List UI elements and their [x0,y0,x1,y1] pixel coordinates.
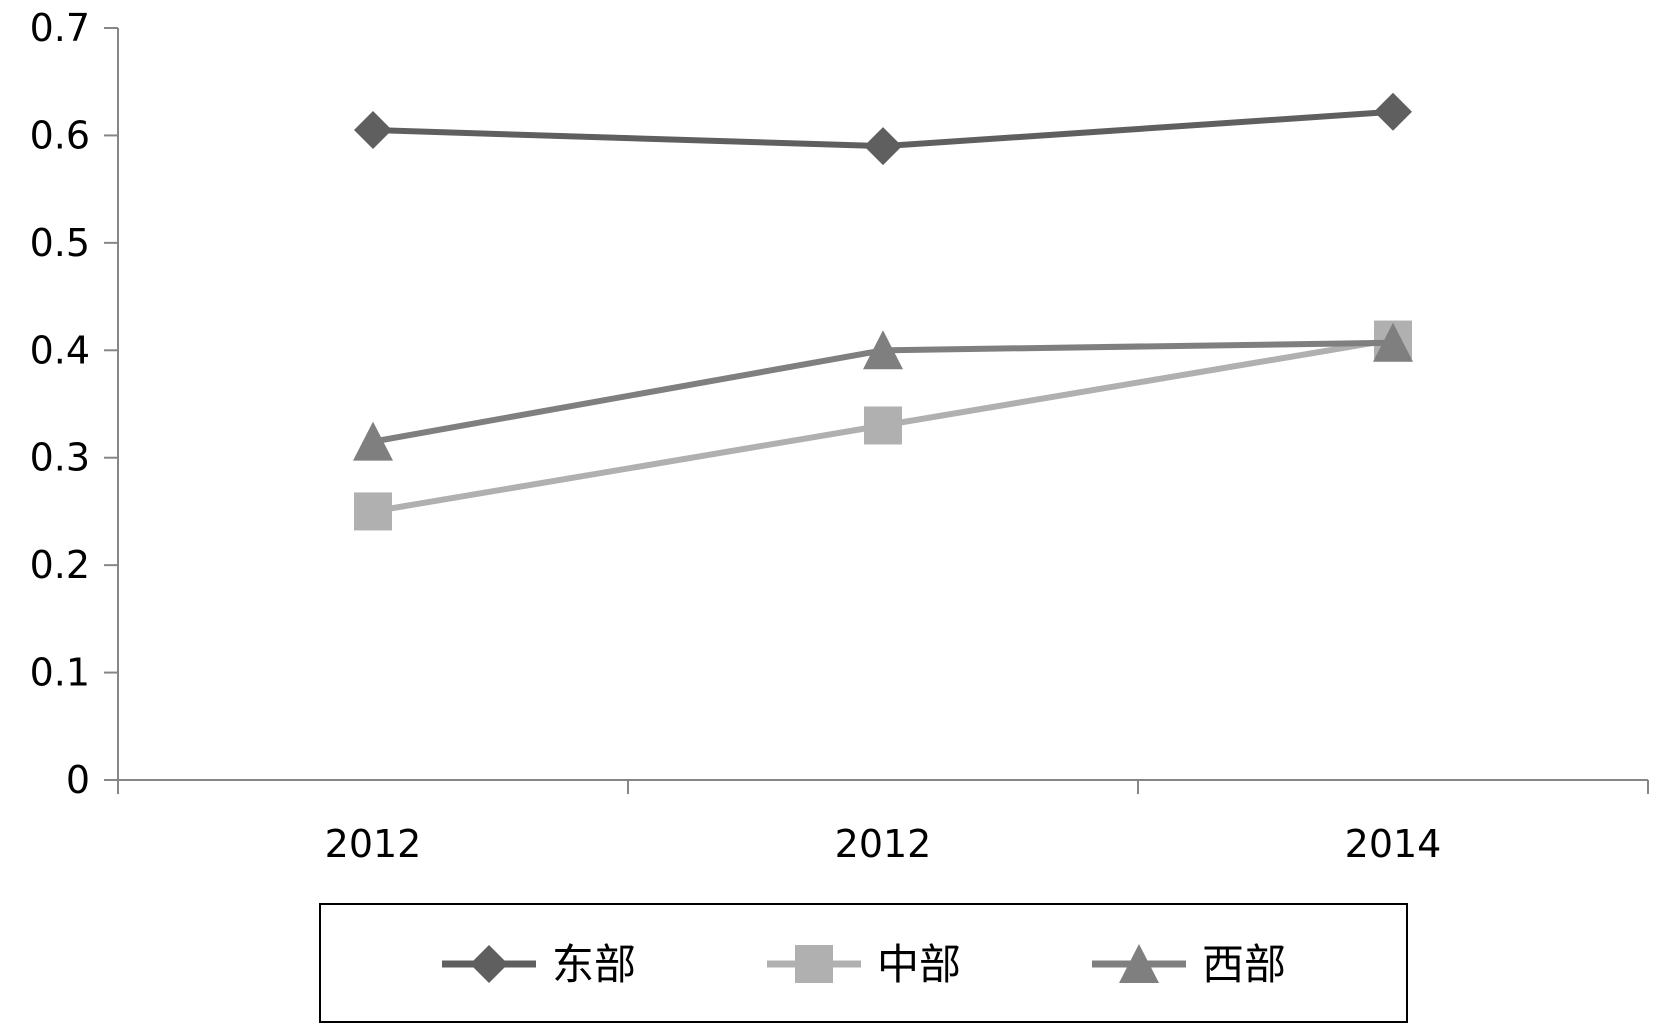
y-tick-label: 0.3 [30,436,90,480]
legend-marker-square [795,945,833,983]
y-tick-label: 0.2 [30,543,90,587]
data-point [863,330,903,370]
data-point [864,127,902,166]
data-point [1373,322,1413,362]
data-point [864,406,902,445]
series-diamond [354,92,1412,166]
data-point [354,111,392,150]
legend-label: 中部 [877,940,961,989]
legend: 东部 中部 西部 [319,903,1408,1023]
y-tick-label: 0.7 [30,6,90,50]
legend-entry: 中部 [767,940,961,989]
x-tick-label: 2012 [325,822,422,866]
x-tick-label: 2012 [835,822,932,866]
legend-marker-diamond [470,945,508,983]
series-layer [353,92,1413,531]
y-tick-label: 0.1 [30,651,90,695]
y-tick-label: 0.6 [30,113,90,157]
x-tick-label: 2014 [1345,822,1442,866]
legend-label: 东部 [552,940,636,989]
legend-label: 西部 [1202,940,1286,989]
series-triangle [353,322,1413,461]
axes: 0 0.1 0.2 0.3 0.4 0.5 0.6 0.7 2012 2012 2014 [30,6,1649,866]
legend-marker-triangle [1119,944,1159,983]
y-tick-label: 0.4 [30,328,90,372]
legend-entry: 东部 [442,940,636,989]
data-point [354,492,392,531]
data-point [353,421,393,461]
legend-entry: 西部 [1092,940,1286,989]
y-tick-label: 0.5 [30,221,90,265]
data-point [1374,92,1412,131]
y-tick-label: 0 [66,758,90,802]
